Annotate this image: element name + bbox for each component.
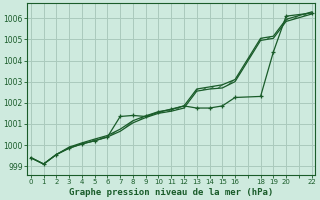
X-axis label: Graphe pression niveau de la mer (hPa): Graphe pression niveau de la mer (hPa): [69, 188, 273, 197]
